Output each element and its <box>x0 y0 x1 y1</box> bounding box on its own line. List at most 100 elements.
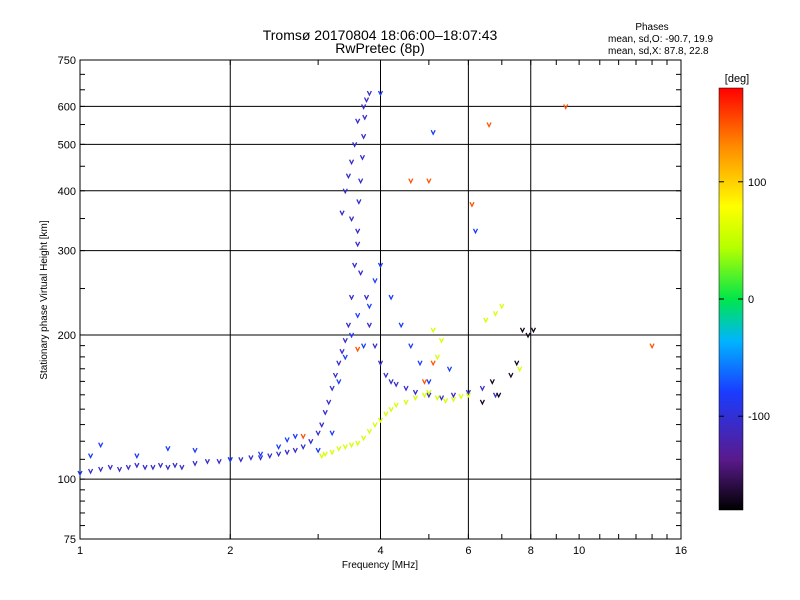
data-point <box>438 395 445 402</box>
data-point <box>227 457 233 463</box>
data-point <box>372 278 378 284</box>
data-point <box>417 360 423 367</box>
data-point <box>489 379 495 385</box>
data-point <box>372 343 378 350</box>
data-point <box>345 322 352 329</box>
data-point <box>342 188 348 195</box>
data-point <box>142 464 148 471</box>
data-point <box>472 228 479 235</box>
data-point <box>434 395 440 402</box>
data-point <box>361 343 367 350</box>
data-point <box>388 294 394 301</box>
data-point <box>388 379 394 385</box>
data-point <box>348 159 355 166</box>
data-point <box>355 118 361 125</box>
data-point <box>87 453 94 460</box>
data-point <box>87 468 94 475</box>
x-axis-title: Frequency [MHz] <box>342 560 418 571</box>
colorbar-tick-label: 100 <box>748 177 766 189</box>
data-point <box>348 216 355 222</box>
y-tick-label: 100 <box>58 474 76 486</box>
data-point <box>358 178 364 185</box>
data-point <box>300 444 306 450</box>
data-point <box>355 346 361 353</box>
data-point <box>426 392 432 399</box>
data-point <box>116 466 123 473</box>
data-point <box>438 337 445 344</box>
data-point <box>377 417 384 424</box>
data-point <box>442 398 449 404</box>
data-point <box>499 303 505 310</box>
data-point <box>383 411 389 418</box>
data-point <box>450 396 457 403</box>
data-point <box>315 447 321 454</box>
data-point <box>403 399 409 406</box>
data-point <box>342 444 348 450</box>
data-point <box>332 372 339 379</box>
data-point <box>172 462 178 469</box>
data-point <box>366 322 372 329</box>
data-points <box>77 90 655 477</box>
data-point <box>77 470 83 477</box>
data-point <box>204 458 210 465</box>
data-point <box>398 322 404 329</box>
y-tick-label: 300 <box>58 246 76 258</box>
data-point <box>383 372 389 379</box>
data-point <box>450 392 457 399</box>
data-point <box>362 114 368 121</box>
data-point <box>363 97 370 104</box>
data-point <box>366 428 372 435</box>
data-point <box>408 343 414 350</box>
data-point <box>98 466 104 473</box>
data-point <box>322 451 328 458</box>
data-point <box>479 385 485 392</box>
colorbar-tick-label: -100 <box>748 411 770 423</box>
x-tick-label: 1 <box>77 545 83 557</box>
data-point <box>348 332 355 339</box>
data-point <box>292 433 298 440</box>
data-point <box>216 458 222 465</box>
data-point <box>465 392 471 399</box>
data-point <box>519 327 526 334</box>
data-point <box>284 437 290 443</box>
data-point <box>430 360 436 367</box>
data-point <box>563 104 569 110</box>
data-point <box>134 462 140 469</box>
data-point <box>361 435 367 442</box>
y-tick-label: 750 <box>58 55 76 67</box>
x-tick-label: 8 <box>528 545 534 557</box>
data-point <box>336 379 342 385</box>
data-point <box>403 385 409 392</box>
data-point <box>355 241 361 248</box>
data-point <box>649 343 655 350</box>
data-point <box>339 348 345 355</box>
data-point <box>157 462 164 469</box>
data-point <box>483 317 489 324</box>
data-point <box>165 464 171 471</box>
data-point <box>319 422 325 429</box>
data-point <box>355 228 361 235</box>
data-point <box>107 464 113 471</box>
data-point <box>315 430 321 437</box>
data-point <box>292 447 298 454</box>
data-point <box>238 457 244 463</box>
colorbar-ticks: 100 0 -100 <box>719 177 770 423</box>
data-point <box>426 379 432 385</box>
data-point <box>469 201 475 208</box>
data-point <box>98 442 104 449</box>
data-point <box>525 332 531 339</box>
data-point <box>486 122 492 128</box>
data-point <box>388 406 394 413</box>
data-point <box>326 399 332 406</box>
data-point <box>366 303 372 310</box>
data-point <box>377 90 384 97</box>
data-point <box>248 455 254 461</box>
data-point <box>342 337 348 344</box>
data-point <box>276 451 282 458</box>
data-point <box>465 389 471 396</box>
grid <box>80 60 681 539</box>
data-point <box>393 402 399 409</box>
data-point <box>434 354 440 361</box>
data-point <box>329 385 335 392</box>
